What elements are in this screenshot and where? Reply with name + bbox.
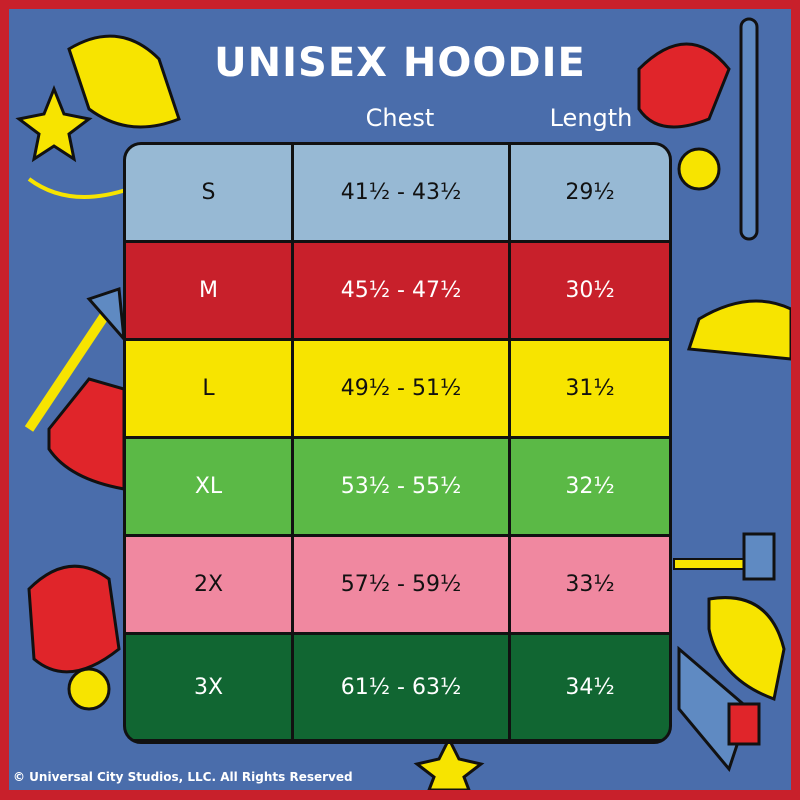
page-title: UNISEX HOODIE <box>214 40 586 86</box>
table-row: L 49½ - 51½ 31½ <box>126 341 669 439</box>
chest-cell: 61½ - 63½ <box>294 635 511 739</box>
red-cap-left-icon <box>27 564 121 674</box>
table-row: 2X 57½ - 59½ 33½ <box>126 537 669 635</box>
size-cell: 3X <box>126 635 294 739</box>
saw-icon <box>677 645 761 773</box>
size-cell: L <box>126 341 294 436</box>
chest-cell: 53½ - 55½ <box>294 439 511 534</box>
column-header-length: Length <box>549 104 633 132</box>
length-cell: 32½ <box>511 439 669 534</box>
column-header-chest: Chest <box>365 104 435 132</box>
baseball-bat-icon <box>739 17 759 241</box>
table-row: 3X 61½ - 63½ 34½ <box>126 635 669 739</box>
length-cell: 30½ <box>511 243 669 338</box>
size-cell: 2X <box>126 537 294 632</box>
size-cell: S <box>126 145 294 240</box>
length-cell: 31½ <box>511 341 669 436</box>
size-chart-table: S 41½ - 43½ 29½ M 45½ - 47½ 30½ L 49½ - 51½ 31½ X… <box>123 142 672 744</box>
fireman-hat-right-icon <box>686 299 791 361</box>
sheriff-badge-bottom-icon <box>413 735 485 790</box>
size-cell: XL <box>126 439 294 534</box>
length-cell: 33½ <box>511 537 669 632</box>
fire-helmet-icon <box>47 377 126 491</box>
hard-hat-icon <box>707 596 786 702</box>
tennis-ball-left-icon <box>67 667 111 711</box>
table-row: S 41½ - 43½ 29½ <box>126 145 669 243</box>
table-row: M 45½ - 47½ 30½ <box>126 243 669 341</box>
hammer-icon <box>673 532 776 581</box>
table-row: XL 53½ - 55½ 32½ <box>126 439 669 537</box>
fireman-hat-icon <box>67 34 181 129</box>
chest-cell: 45½ - 47½ <box>294 243 511 338</box>
chest-cell: 57½ - 59½ <box>294 537 511 632</box>
length-cell: 34½ <box>511 635 669 739</box>
tennis-ball-icon <box>677 147 721 191</box>
chest-cell: 41½ - 43½ <box>294 145 511 240</box>
size-cell: M <box>126 243 294 338</box>
sheriff-badge-icon <box>15 84 93 163</box>
red-cap-icon <box>637 42 731 129</box>
decorative-illustrations <box>15 17 791 790</box>
chest-cell: 49½ - 51½ <box>294 341 511 436</box>
axe-icon <box>24 286 126 432</box>
copyright-notice: © Universal City Studios, LLC. All Right… <box>13 770 353 784</box>
length-cell: 29½ <box>511 145 669 240</box>
